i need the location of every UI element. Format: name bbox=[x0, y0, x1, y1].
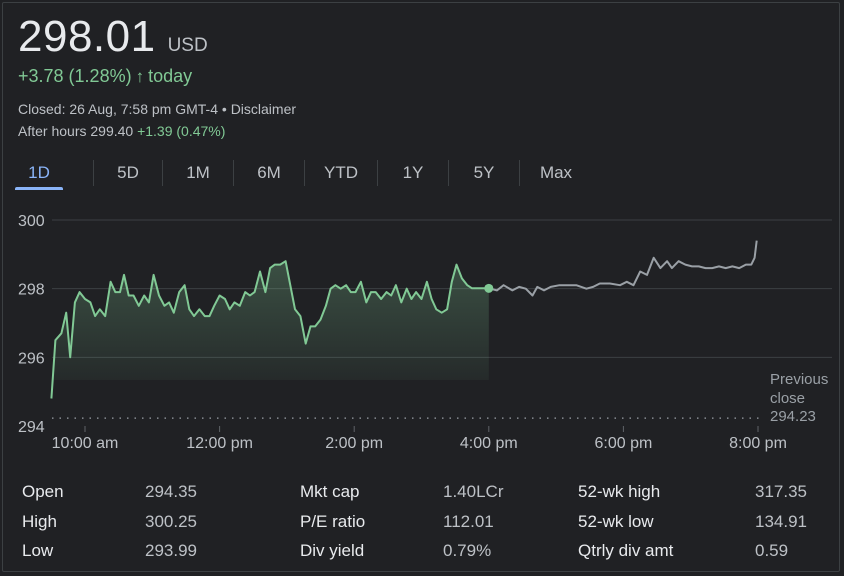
after-hours-price: After hours 299.40 bbox=[18, 123, 134, 139]
y-tick-label: 296 bbox=[18, 350, 45, 367]
previous-close-label: close bbox=[770, 390, 805, 407]
stat-mktcap-value: 1.40LCr bbox=[443, 482, 504, 501]
stat-low-label: Low bbox=[22, 541, 54, 560]
stat-qtrlydiv-value: 0.59 bbox=[755, 541, 789, 560]
x-tick-label: 2:00 pm bbox=[325, 435, 383, 452]
tab-divider bbox=[448, 160, 449, 186]
stat-pe-label: P/E ratio bbox=[300, 512, 366, 531]
stat-52wklow-label: 52-wk low bbox=[578, 512, 654, 531]
stat-divyield-value: 0.79% bbox=[443, 541, 492, 560]
tab-6m[interactable]: 6M bbox=[257, 163, 281, 182]
stat-52wkhigh-label: 52-wk high bbox=[578, 482, 661, 501]
tab-ytd[interactable]: YTD bbox=[324, 163, 358, 182]
stat-open-value: 294.35 bbox=[145, 482, 197, 501]
x-tick-label: 4:00 pm bbox=[460, 435, 518, 452]
tab-5d[interactable]: 5D bbox=[117, 163, 139, 182]
currency-label: USD bbox=[167, 35, 208, 56]
tab-divider bbox=[93, 160, 94, 186]
previous-close-value: 294.23 bbox=[770, 408, 816, 425]
tab-divider bbox=[162, 160, 163, 186]
tab-5y[interactable]: 5Y bbox=[473, 163, 495, 182]
stat-52wkhigh-value: 317.35 bbox=[755, 482, 807, 501]
tab-divider bbox=[233, 160, 234, 186]
tab-divider bbox=[304, 160, 305, 186]
regular-session-line bbox=[50, 260, 489, 399]
x-tick-label: 12:00 pm bbox=[186, 435, 253, 452]
stat-pe-value: 112.01 bbox=[443, 512, 494, 531]
after-hours-change: +1.39 (0.47%) bbox=[137, 123, 226, 139]
after-hours-info: After hours 299.40 +1.39 (0.47%) bbox=[18, 123, 225, 139]
stat-divyield-label: Div yield bbox=[300, 541, 365, 560]
previous-close-label: Previous bbox=[770, 371, 828, 388]
change-value: +3.78 (1.28%) bbox=[18, 66, 132, 86]
stat-52wklow-value: 134.91 bbox=[755, 512, 807, 531]
market-close-point bbox=[484, 283, 494, 293]
y-tick-label: 294 bbox=[18, 419, 45, 436]
stat-mktcap-label: Mkt cap bbox=[300, 482, 360, 501]
y-tick-label: 300 bbox=[18, 213, 45, 230]
closed-info: Closed: 26 Aug, 7:58 pm GMT-4 • Disclaim… bbox=[18, 101, 296, 117]
tab-divider bbox=[377, 160, 378, 186]
x-tick-label: 8:00 pm bbox=[729, 435, 787, 452]
change-period: today bbox=[148, 66, 193, 86]
stat-high-value: 300.25 bbox=[145, 512, 197, 531]
stat-qtrlydiv-label: Qtrly div amt bbox=[578, 541, 674, 560]
range-tabs: 1D 5D 1M 6M YTD 1Y 5Y Max bbox=[15, 158, 592, 190]
tab-1m[interactable]: 1M bbox=[186, 163, 210, 182]
stat-high-label: High bbox=[22, 512, 57, 531]
regular-session-area bbox=[51, 261, 489, 399]
price-change: +3.78 (1.28%) ↑ today bbox=[18, 66, 192, 87]
tab-1d[interactable]: 1D bbox=[15, 158, 63, 190]
current-price: 298.01 bbox=[18, 12, 156, 61]
tab-1y[interactable]: 1Y bbox=[402, 163, 424, 182]
arrow-up-icon: ↑ bbox=[135, 66, 145, 86]
tab-divider bbox=[519, 160, 520, 186]
disclaimer-link[interactable]: Disclaimer bbox=[230, 101, 297, 117]
price-row: 298.01 USD bbox=[18, 12, 208, 62]
stat-open-label: Open bbox=[22, 482, 64, 501]
after-hours-line bbox=[488, 240, 758, 297]
x-tick-label: 6:00 pm bbox=[594, 435, 652, 452]
x-tick-label: 10:00 am bbox=[52, 435, 119, 452]
tab-max[interactable]: Max bbox=[539, 163, 573, 182]
stat-low-value: 293.99 bbox=[145, 541, 197, 560]
y-tick-label: 298 bbox=[18, 282, 45, 299]
closed-text: Closed: 26 Aug, 7:58 pm GMT-4 • bbox=[18, 101, 227, 117]
